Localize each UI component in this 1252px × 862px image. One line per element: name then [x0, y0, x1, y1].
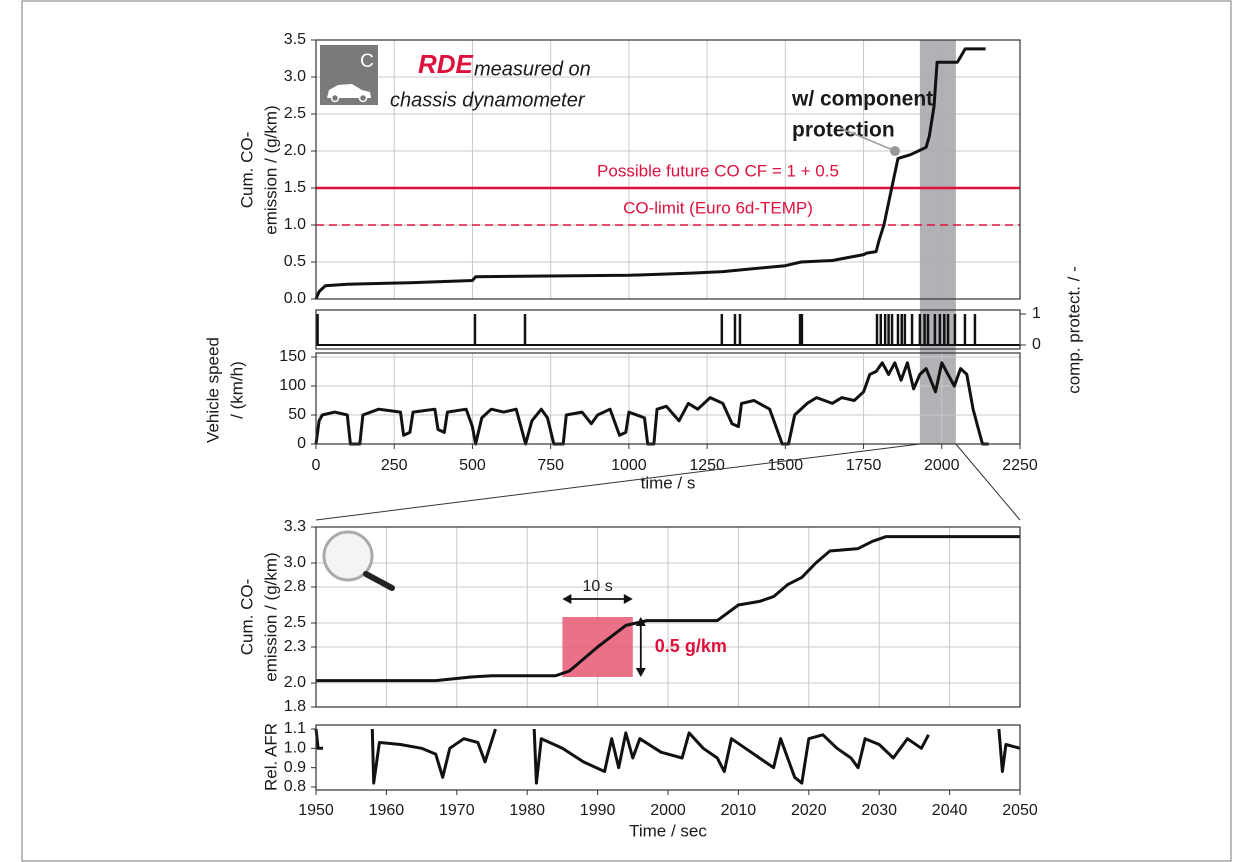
x-tick-label: 1950: [298, 802, 334, 819]
y-tick-label: 50: [288, 406, 306, 423]
y-tick-label: 1.0: [284, 216, 306, 233]
x-tick-label: 1750: [846, 457, 882, 474]
figure-border: [21, 0, 1232, 862]
y-axis-label: Vehicle speed: [203, 337, 222, 443]
y-tick-label: 0.9: [284, 759, 306, 776]
y-tick-label: 0: [1032, 336, 1041, 353]
y-tick-label: 0.0: [284, 290, 306, 307]
annotation: measured on: [474, 58, 591, 80]
y-tick-label: 3.0: [284, 554, 306, 571]
span-y-label: 0.5 g/km: [655, 636, 727, 656]
y-tick-label: 100: [279, 377, 306, 394]
plot-frame: [315, 724, 1021, 791]
y-tick-label: 1.1: [284, 720, 306, 737]
y-tick-label: 1.5: [284, 179, 306, 196]
x-tick-label: 2250: [1002, 457, 1038, 474]
y-tick-label: 2.3: [284, 638, 306, 655]
pointer: [839, 127, 894, 151]
pointer-dot: [890, 146, 900, 156]
x-tick-label: 1960: [369, 802, 405, 819]
y-axis-label: / (km/h): [227, 361, 246, 419]
y-tick-label: 1.0: [284, 740, 306, 757]
x-tick-label: 1990: [580, 802, 616, 819]
x-tick-label: 250: [381, 457, 408, 474]
x-tick-label: 2000: [650, 802, 686, 819]
y-axis-label: comp. protect. / -: [1064, 266, 1083, 394]
y-axis-label: emission / (g/km): [261, 552, 280, 681]
y-tick-label: 0.5: [284, 253, 306, 270]
zoom-connector: [315, 443, 920, 521]
plot-frame: [315, 309, 1021, 350]
x-tick-label: 1250: [689, 457, 725, 474]
y-tick-label: 2.5: [284, 105, 306, 122]
x-axis-label: Time / sec: [629, 821, 707, 840]
x-tick-label: 0: [312, 457, 321, 474]
magnifier-handle: [363, 571, 395, 591]
annotation: RDE: [418, 49, 474, 79]
span-x-label: 10 s: [582, 578, 612, 595]
annotation: chassis dynamometer: [390, 89, 586, 111]
annotation: w/ component: [791, 88, 933, 111]
reference-label: Possible future CO CF = 1 + 0.5: [597, 161, 839, 180]
y-axis-label: Cum. CO-: [237, 132, 256, 209]
plot-frame: [315, 39, 1021, 300]
data-line: [314, 47, 986, 300]
y-tick-label: 2.5: [284, 614, 306, 631]
wheel: [358, 93, 368, 103]
x-tick-label: 1970: [439, 802, 475, 819]
x-tick-label: 500: [459, 457, 486, 474]
wheel: [330, 93, 340, 103]
x-tick-label: 2020: [791, 802, 827, 819]
data-line: [314, 728, 1021, 785]
y-axis-label: emission / (g/km): [261, 105, 280, 234]
x-tick-label: 2000: [924, 457, 960, 474]
y-tick-label: 0: [297, 435, 306, 452]
data-line: [314, 361, 989, 446]
x-tick-label: 2040: [932, 802, 968, 819]
y-tick-label: 1.8: [284, 698, 306, 715]
plot-frame: [315, 352, 1021, 445]
y-tick-label: 1: [1032, 305, 1041, 322]
y-tick-label: 2.0: [284, 142, 306, 159]
y-tick-label: 3.3: [284, 518, 306, 535]
x-tick-label: 2030: [861, 802, 897, 819]
badge-letter: C: [360, 51, 374, 72]
x-tick-label: 750: [537, 457, 564, 474]
x-axis-label: time / s: [641, 473, 696, 492]
x-tick-label: 1500: [768, 457, 804, 474]
zoom-connector: [955, 443, 1021, 521]
car-icon: [327, 84, 371, 98]
magnifier-lens: [322, 530, 374, 582]
y-tick-label: 3.5: [284, 31, 306, 48]
x-tick-label: 2050: [1002, 802, 1038, 819]
y-axis-label: Cum. CO-: [237, 579, 256, 656]
data-line: [316, 535, 1020, 683]
y-tick-label: 2.0: [284, 674, 306, 691]
y-tick-label: 150: [279, 348, 306, 365]
y-tick-label: 2.8: [284, 578, 306, 595]
x-tick-label: 1000: [611, 457, 647, 474]
y-tick-label: 0.8: [284, 778, 306, 795]
y-axis-label: Rel. AFR: [261, 723, 280, 791]
reference-label: CO-limit (Euro 6d-TEMP): [623, 198, 813, 217]
x-tick-label: 2010: [721, 802, 757, 819]
y-tick-label: 3.0: [284, 68, 306, 85]
plot-frame: [315, 526, 1021, 708]
x-tick-label: 1980: [509, 802, 545, 819]
